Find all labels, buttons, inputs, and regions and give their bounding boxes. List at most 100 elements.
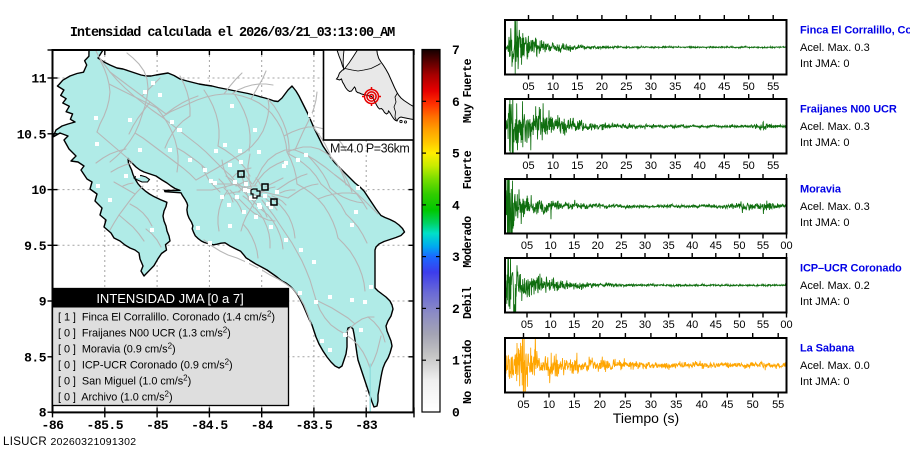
svg-text:Int JMA: 0: Int JMA: 0 <box>800 58 850 70</box>
svg-text:Debil: Debil <box>462 286 475 319</box>
svg-text:15: 15 <box>571 81 583 93</box>
svg-text:35: 35 <box>670 399 682 411</box>
svg-text:40: 40 <box>694 81 706 93</box>
svg-text:05: 05 <box>517 399 529 411</box>
svg-text:M=4.0 P=36km: M=4.0 P=36km <box>330 142 409 156</box>
svg-text:Acel. Max. 0.0: Acel. Max. 0.0 <box>800 360 870 372</box>
svg-text:6: 6 <box>452 95 460 110</box>
svg-text:30: 30 <box>645 399 657 411</box>
svg-text:45: 45 <box>721 399 733 411</box>
svg-text:40: 40 <box>686 319 698 331</box>
svg-text:00: 00 <box>780 319 792 331</box>
svg-text:40: 40 <box>694 160 706 172</box>
svg-text:50: 50 <box>743 81 755 93</box>
svg-text:45: 45 <box>710 240 722 252</box>
svg-text:INTENSIDAD JMA [0 a 7]: INTENSIDAD JMA [0 a 7] <box>96 291 243 306</box>
svg-text:05: 05 <box>521 240 533 252</box>
svg-text:[ 0 ] Archivo (1.0 cm/s2): [ 0 ] Archivo (1.0 cm/s2) <box>58 390 173 404</box>
svg-text:50: 50 <box>747 399 759 411</box>
svg-text:-83.5: -83.5 <box>296 418 333 433</box>
svg-text:ICP–UCR Coronado: ICP–UCR Coronado <box>800 263 902 275</box>
svg-text:30: 30 <box>645 81 657 93</box>
svg-text:9: 9 <box>39 295 47 310</box>
svg-text:15: 15 <box>571 160 583 172</box>
svg-text:05: 05 <box>522 160 534 172</box>
svg-text:Fraijanes N00 UCR: Fraijanes N00 UCR <box>800 104 897 116</box>
svg-text:20: 20 <box>592 240 604 252</box>
svg-text:55: 55 <box>757 319 769 331</box>
svg-text:[ 0 ] ICP-UCR Coronado (0.9 c: [ 0 ] ICP-UCR Coronado (0.9 cm/s2) <box>58 358 233 372</box>
svg-text:10: 10 <box>547 81 559 93</box>
svg-text:55: 55 <box>767 81 779 93</box>
svg-text:11: 11 <box>31 72 46 87</box>
svg-text:30: 30 <box>639 240 651 252</box>
svg-text:Finca El Corralillo, Coronado: Finca El Corralillo, Coronado <box>800 25 910 37</box>
svg-text:15: 15 <box>568 319 580 331</box>
svg-text:00: 00 <box>780 240 792 252</box>
svg-text:05: 05 <box>522 81 534 93</box>
svg-text:25: 25 <box>620 81 632 93</box>
svg-text:35: 35 <box>662 240 674 252</box>
svg-text:-85: -85 <box>146 418 169 433</box>
svg-text:10: 10 <box>547 160 559 172</box>
svg-text:Moderado: Moderado <box>462 216 475 268</box>
svg-text:20: 20 <box>594 399 606 411</box>
svg-text:20: 20 <box>596 160 608 172</box>
svg-text:2: 2 <box>452 302 460 317</box>
svg-text:40: 40 <box>686 240 698 252</box>
svg-text:35: 35 <box>669 160 681 172</box>
svg-text:45: 45 <box>718 81 730 93</box>
svg-text:15: 15 <box>568 399 580 411</box>
svg-text:0: 0 <box>452 406 460 421</box>
svg-text:Acel. Max. 0.2: Acel. Max. 0.2 <box>800 280 870 292</box>
svg-text:10.5: 10.5 <box>17 127 47 142</box>
svg-text:Int JMA: 0: Int JMA: 0 <box>800 217 850 229</box>
svg-text:[ 0 ] Fraijanes N00 UCR (1.3: [ 0 ] Fraijanes N00 UCR (1.3 cm/s2) <box>58 326 231 340</box>
svg-text:Acel. Max. 0.3: Acel. Max. 0.3 <box>800 201 870 213</box>
svg-text:1: 1 <box>452 354 460 369</box>
svg-text:-84: -84 <box>251 418 274 433</box>
svg-text:10: 10 <box>31 183 46 198</box>
svg-text:25: 25 <box>615 240 627 252</box>
svg-text:30: 30 <box>639 319 651 331</box>
svg-text:-84.5: -84.5 <box>191 418 228 433</box>
svg-text:10: 10 <box>544 319 556 331</box>
svg-text:Acel. Max. 0.3: Acel. Max. 0.3 <box>800 42 870 54</box>
svg-text:Int JMA: 0: Int JMA: 0 <box>800 376 850 388</box>
svg-text:-83: -83 <box>355 418 378 433</box>
svg-text:LISUCR 20260321091302: LISUCR 20260321091302 <box>3 436 136 448</box>
svg-text:-86: -86 <box>42 418 65 433</box>
svg-text:7: 7 <box>452 43 459 58</box>
svg-text:Muy Fuerte: Muy Fuerte <box>462 58 475 123</box>
svg-text:5: 5 <box>452 147 460 162</box>
svg-text:45: 45 <box>710 319 722 331</box>
svg-text:La Sabana: La Sabana <box>800 343 855 355</box>
svg-text:Int JMA: 0: Int JMA: 0 <box>800 296 850 308</box>
svg-text:[ 0 ] Moravia (0.9 cm/s2): [ 0 ] Moravia (0.9 cm/s2) <box>58 342 176 356</box>
svg-text:[ 0 ] San Miguel (1.0 cm/s2): [ 0 ] San Miguel (1.0 cm/s2) <box>58 374 191 388</box>
svg-text:45: 45 <box>718 160 730 172</box>
svg-text:4: 4 <box>452 198 460 213</box>
svg-text:05: 05 <box>521 319 533 331</box>
svg-text:55: 55 <box>772 399 784 411</box>
svg-text:Fuerte: Fuerte <box>462 150 475 189</box>
svg-text:Acel. Max. 0.3: Acel. Max. 0.3 <box>800 121 870 133</box>
svg-text:3: 3 <box>452 250 460 265</box>
svg-text:55: 55 <box>757 240 769 252</box>
svg-text:No sentido: No sentido <box>462 339 475 404</box>
svg-text:[ 1 ] Finca El Corralillo. Co: [ 1 ] Finca El Corralillo. Coronado (1.4… <box>58 310 275 324</box>
svg-text:20: 20 <box>592 319 604 331</box>
svg-text:25: 25 <box>620 160 632 172</box>
svg-text:Tiempo (s): Tiempo (s) <box>613 410 679 426</box>
svg-text:Moravia: Moravia <box>800 184 842 196</box>
svg-text:9.5: 9.5 <box>24 239 47 254</box>
svg-text:10: 10 <box>544 240 556 252</box>
svg-text:25: 25 <box>615 319 627 331</box>
svg-text:40: 40 <box>696 399 708 411</box>
svg-text:Intensidad calculada el 2026/0: Intensidad calculada el 2026/03/21_03:13… <box>70 26 395 41</box>
svg-text:-85.5: -85.5 <box>87 418 124 433</box>
svg-text:35: 35 <box>662 319 674 331</box>
svg-text:30: 30 <box>645 160 657 172</box>
svg-text:15: 15 <box>568 240 580 252</box>
svg-text:55: 55 <box>767 160 779 172</box>
